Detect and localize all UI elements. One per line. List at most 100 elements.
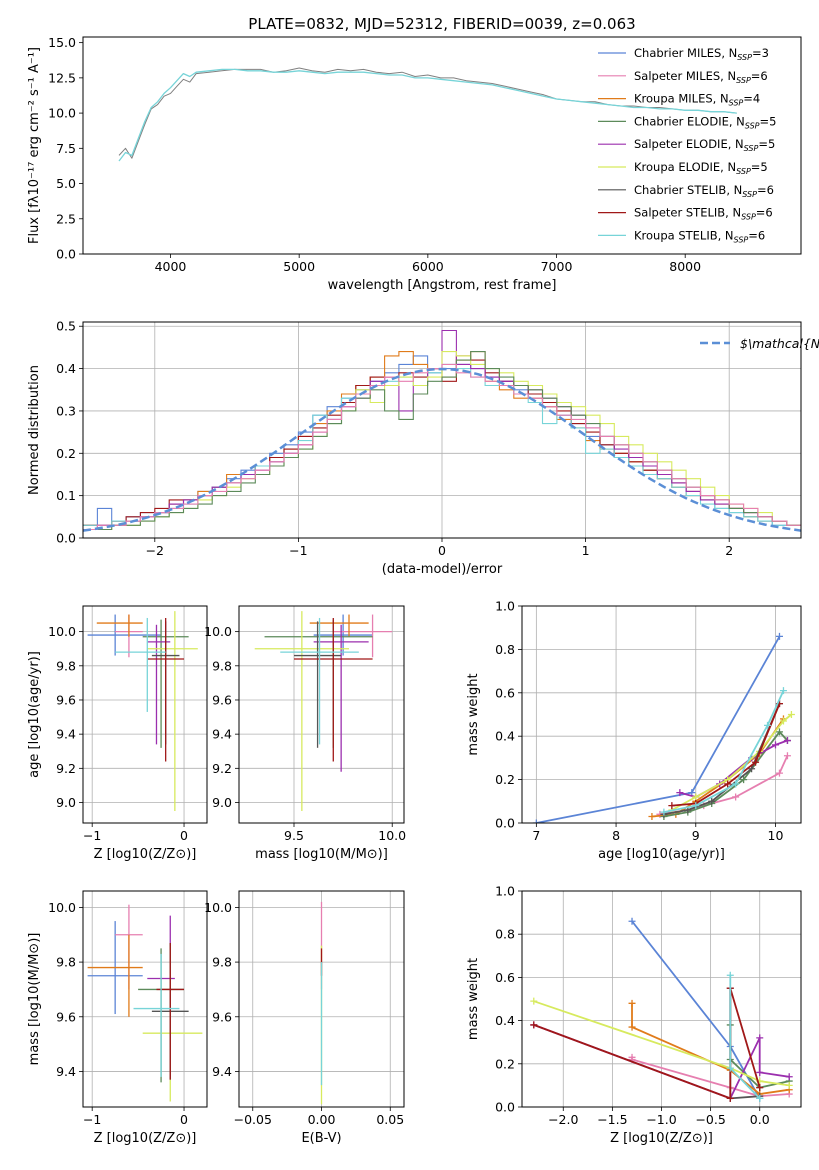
y-tick-label: 2.5 [56,211,76,226]
y-tick-label: 0.0 [495,816,515,831]
y-tick-label: 0.4 [56,361,76,376]
y-tick-label: 0.2 [495,772,515,787]
weight-marker [692,802,700,810]
legend-normal-label: $\mathcal{N}(0,1)$ [740,336,819,351]
x-tick-label: −1.0 [646,1112,676,1127]
weight-marker [756,1094,764,1102]
plot-area [254,611,393,812]
x-axis-label: wavelength [Angstrom, rest frame] [328,278,557,293]
weight-marker [724,780,732,788]
legend-entry: Kroupa ELODIE, NSSP=5 [634,160,768,176]
legend-entry: Salpeter MILES, NSSP=6 [634,69,768,85]
y-tick-label: 9.8 [56,658,76,673]
x-tick-label: 0 [180,828,188,843]
plot-area [118,67,737,162]
y-tick-label: 9.6 [212,692,232,707]
panel-mass-vs-EBV: −0.05 0.00 0.05 9.4 9.6 9.8 10.0 E(B-V) [204,890,405,1146]
x-tick-label: 7 [532,828,540,843]
legend-entry: Chabrier MILES, NSSP=3 [634,46,769,62]
x-tick-label: −1 [83,1112,101,1127]
x-axis-label: Z [log10(Z/Z⊙)] [94,1131,197,1146]
plot-area [87,904,203,1102]
x-tick-label: −2.0 [548,1112,578,1127]
weight-marker [771,741,779,749]
legend-entry: Kroupa STELIB, NSSP=6 [634,228,765,244]
y-axis-label: mass weight [466,673,481,755]
y-tick-label: 7.5 [56,141,76,156]
legend-subscript: SSP [742,190,757,199]
weight-line-chabrier-stelib [663,703,781,816]
y-axis-label: Flux [fλ10⁻¹⁷ erg cm⁻² s⁻¹ A⁻¹] [27,47,42,244]
legend-model-name: Chabrier STELIB, N [634,183,742,197]
weight-marker [628,1023,636,1031]
x-tick-label: 9 [692,828,700,843]
weight-marker [775,769,783,777]
axes-frame [521,605,802,824]
y-tick-label: 9.4 [212,1064,232,1079]
y-tick-label: 0.3 [56,403,76,418]
legend-nssp-value: =6 [757,183,774,197]
weight-marker [756,1068,764,1076]
legend-subscript: SSP [741,213,756,222]
legend-subscript: SSP [744,144,759,153]
y-tick-label: 0.2 [495,1056,515,1071]
x-tick-label: 6000 [412,259,444,274]
x-tick-label: −2 [146,543,164,558]
x-axis-label: (data-model)/error [382,562,503,577]
y-tick-label: 15.0 [48,35,76,50]
legend-nssp-value: =5 [751,160,768,174]
y-tick-label: 0.4 [495,1013,515,1028]
weight-marker [752,758,760,766]
series-line-kroupa-stelib [118,68,737,162]
weight-marker [775,728,783,736]
weight-marker [779,687,787,695]
legend-subscript: SSP [736,167,751,176]
y-tick-label: 9.4 [212,727,232,742]
weight-marker [740,776,748,784]
weight-marker [688,789,696,797]
legend-nssp-value: =6 [751,69,768,83]
y-tick-label: 0.8 [495,927,515,942]
y-tick-label: 10.0 [48,106,76,121]
legend-nssp-value: =5 [760,114,777,128]
panel-mass-vs-Z: −1 0 9.4 9.6 9.8 10.0 Z [log10(Z/Z⊙)] mass [log… [27,890,208,1146]
y-tick-label: 5.0 [56,176,76,191]
weight-marker [708,797,716,805]
y-tick-label: 10.0 [204,900,232,915]
weight-marker [764,721,772,729]
legend-subscript: SSP [737,53,752,62]
axes-frame [238,605,405,824]
x-tick-label: 10 [768,828,784,843]
x-tick-label: 0 [180,1112,188,1127]
weight-line-kroupa-elodie [671,713,792,811]
legend-model-name: Salpeter MILES, N [634,69,736,83]
legend-model-name: Kroupa MILES, N [634,92,729,106]
y-tick-label: 9.8 [56,955,76,970]
legend-nssp-value: =3 [752,46,769,60]
x-tick-label: 7000 [541,259,573,274]
weight-marker [783,752,791,760]
panel-mass-weight-vs-Z: −2.0 −1.5 −1.0 −0.5 0.0 0.0 0.2 0.4 0.6 0.8 1.0 Z [… [466,884,802,1146]
y-tick-label: 9.4 [56,727,76,742]
legend-model-name: Chabrier ELODIE, N [634,114,745,128]
normal-curve [83,367,801,532]
y-tick-label: 9.0 [56,795,76,810]
x-axis-label: age [log10(age/yr)] [598,847,725,862]
weight-marker [648,812,656,820]
x-tick-label: 8 [612,828,620,843]
weight-marker [532,819,540,823]
panel-age-vs-Z: −1 0 9.0 9.2 9.4 9.6 9.8 10.0 Z [log10(Z/Z⊙)] age… [27,605,208,862]
weight-marker [726,971,734,979]
x-tick-label: 0.00 [308,1112,336,1127]
weight-marker [787,711,795,718]
weight-marker [668,802,676,810]
legend-model-name: Kroupa ELODIE, N [634,160,736,174]
figure-title: PLATE=0832, MJD=52312, FIBERID=0039, z=0… [248,15,635,33]
legend-nssp-value: =4 [743,92,760,106]
panel-age-vs-mass: 9.5 10.0 9.0 9.2 9.4 9.6 9.8 10.0 mass [log10(M/… [204,605,406,862]
x-tick-label: 5000 [283,259,315,274]
y-tick-label: 0.2 [56,446,76,461]
weight-line-salpeter-elodie [679,739,788,798]
